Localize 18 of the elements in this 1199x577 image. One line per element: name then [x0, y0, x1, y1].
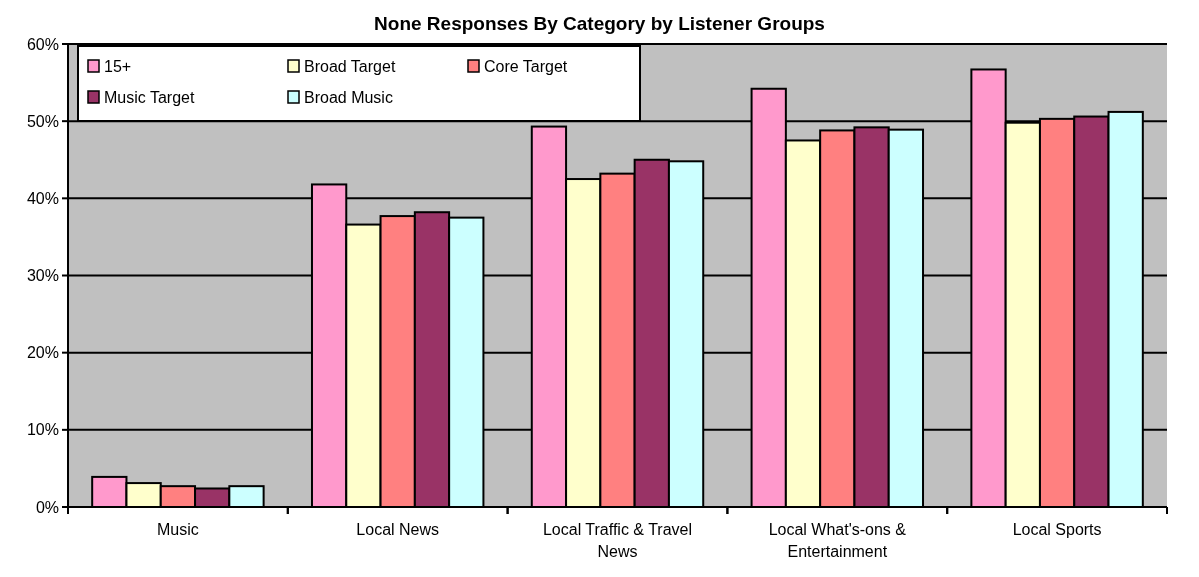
x-tick-label: Local News: [356, 521, 440, 538]
legend-label: Music Target: [104, 88, 195, 106]
x-tick-label: Music: [157, 521, 199, 538]
chart-title: None Responses By Category by Listener Groups: [374, 13, 825, 34]
legend-label: Broad Music: [304, 88, 393, 106]
y-tick-label: 20%: [26, 344, 59, 362]
y-tick-label: 30%: [26, 267, 59, 285]
legend-label: 15+: [104, 57, 132, 75]
y-tick-label: 10%: [26, 421, 59, 439]
x-tick-label: Local What's-ons & Entertainment: [768, 521, 907, 560]
x-tick-label: Local Sports: [1012, 521, 1102, 538]
legend-label: Core Target: [484, 57, 568, 75]
y-tick-label: 40%: [26, 189, 59, 207]
x-tick-label: Local Traffic & Travel News: [542, 521, 693, 560]
y-tick-label: 60%: [26, 35, 59, 53]
legend-label: Broad Target: [304, 57, 396, 75]
y-tick-label: 0%: [35, 498, 59, 516]
y-tick-label: 50%: [26, 112, 59, 130]
